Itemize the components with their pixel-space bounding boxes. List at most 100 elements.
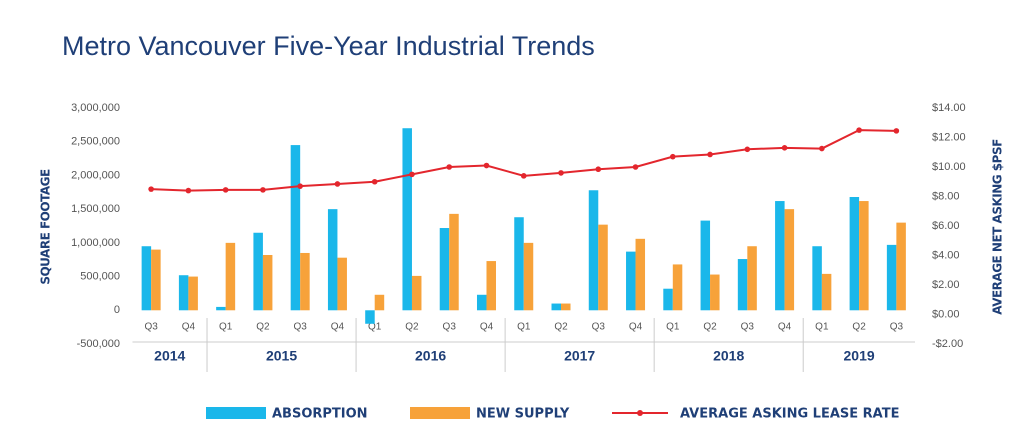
bar	[141, 246, 152, 311]
y-tick-label: -500,000	[77, 338, 120, 350]
legend-swatch	[206, 407, 266, 419]
line-point	[856, 127, 862, 133]
bar	[626, 251, 636, 311]
line-point	[371, 178, 378, 185]
y2-tick-label: $4.00	[932, 249, 960, 261]
y2-tick-label: $14.00	[932, 102, 966, 114]
bar	[439, 228, 450, 311]
y-tick-label: 0	[114, 304, 120, 316]
x-tick-label: Q1	[517, 322, 531, 333]
bar	[561, 303, 571, 311]
bar	[700, 220, 711, 311]
line-point	[297, 183, 303, 189]
legend-label: NEW SUPPLY	[476, 407, 570, 422]
x-group-label: 2014	[154, 348, 185, 364]
x-tick-label: Q3	[144, 322, 158, 333]
x-tick-label: Q1	[219, 322, 233, 333]
line-point	[744, 146, 751, 153]
chart-title: Metro Vancouver Five-Year Industrial Tre…	[62, 31, 595, 61]
x-tick-label: Q2	[852, 322, 866, 333]
bar	[784, 209, 795, 311]
bar	[253, 232, 263, 311]
bar	[411, 275, 422, 311]
y2-tick-label: $10.00	[932, 161, 966, 173]
bar	[178, 275, 189, 311]
bar	[598, 224, 608, 311]
bar	[486, 261, 496, 311]
bar	[365, 310, 375, 324]
bar	[476, 294, 487, 311]
line-point	[185, 187, 192, 194]
x-group-label: 2019	[844, 348, 875, 364]
bar	[402, 128, 412, 311]
bar	[663, 288, 673, 311]
x-tick-label: Q4	[182, 322, 196, 333]
x-tick-label: Q2	[703, 322, 717, 333]
bar	[812, 246, 822, 311]
bar	[551, 303, 562, 311]
legend-swatch	[410, 407, 470, 419]
line-point	[446, 164, 453, 170]
bar	[710, 274, 720, 311]
bar	[514, 217, 524, 311]
bar	[775, 201, 785, 311]
x-tick-label: Q3	[592, 322, 606, 333]
y-tick-label: 1,500,000	[71, 203, 120, 215]
bar	[337, 257, 347, 311]
x-tick-label: Q1	[368, 322, 382, 333]
bar	[449, 213, 459, 311]
line-point	[893, 128, 900, 134]
line-point	[781, 145, 788, 151]
y2-tick-label: $0.00	[932, 308, 960, 320]
line-point	[819, 145, 825, 152]
line	[151, 129, 897, 192]
y2-axis-label: AVERAGE NET ASKING $PSF	[991, 139, 1005, 315]
x-tick-label: Q1	[666, 322, 680, 333]
bar	[588, 190, 599, 311]
bar	[747, 246, 757, 311]
x-group-label: 2015	[266, 348, 297, 364]
bar	[151, 249, 161, 311]
bar	[216, 306, 226, 311]
bar	[300, 252, 310, 311]
bar	[290, 145, 301, 311]
x-tick-label: Q4	[480, 322, 494, 333]
x-tick-label: Q2	[554, 322, 568, 333]
x-group-label: 2016	[415, 348, 446, 364]
x-group-label: 2018	[713, 348, 744, 364]
x-group-label: 2017	[564, 348, 595, 364]
bar	[635, 238, 646, 311]
line-point	[669, 153, 676, 160]
line-point	[707, 151, 713, 158]
legend-label: ABSORPTION	[272, 407, 368, 422]
x-tick-label: Q4	[331, 322, 345, 333]
x-tick-label: Q4	[629, 322, 643, 333]
line-point	[632, 164, 639, 170]
x-tick-label: Q2	[405, 322, 419, 333]
y2-tick-label: -$2.00	[932, 338, 963, 350]
x-tick-label: Q4	[778, 322, 792, 333]
line-point	[483, 162, 490, 169]
line-point	[520, 173, 527, 179]
y-tick-label: 3,000,000	[71, 102, 120, 114]
bar	[523, 242, 534, 311]
y-tick-label: 2,000,000	[71, 169, 120, 181]
bar	[886, 244, 897, 311]
bar	[896, 222, 906, 311]
y-tick-label: 500,000	[80, 270, 120, 282]
x-tick-label: Q2	[256, 322, 270, 333]
bar	[374, 294, 385, 311]
line-point	[409, 171, 415, 178]
y2-tick-label: $12.00	[932, 131, 966, 143]
line-point	[148, 186, 154, 192]
bar	[859, 201, 869, 311]
line-point	[595, 166, 602, 173]
line-point	[558, 170, 564, 176]
line-point	[260, 187, 266, 193]
bar	[737, 259, 748, 311]
bar	[327, 209, 338, 311]
bar	[188, 276, 198, 311]
bar	[821, 273, 832, 311]
y-tick-label: 2,500,000	[71, 136, 120, 148]
